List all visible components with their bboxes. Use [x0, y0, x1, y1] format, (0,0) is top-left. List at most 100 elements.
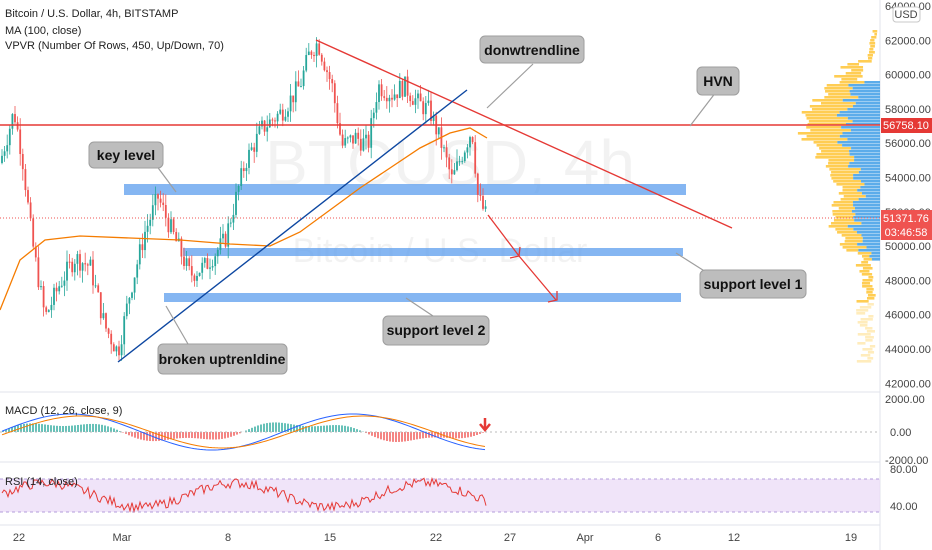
candle-body [326, 70, 328, 73]
vp-bar-up [861, 282, 871, 285]
macd-histogram-bar [302, 425, 304, 432]
candle-body [315, 43, 318, 57]
vp-bar-down [847, 108, 880, 111]
vp-bar-down [861, 234, 880, 237]
vp-bar-up [837, 231, 857, 234]
macd-histogram-bar [134, 432, 136, 438]
macd-histogram-bar [182, 432, 184, 439]
candle-body [253, 147, 256, 152]
macd-histogram-bar [26, 423, 28, 432]
vp-bar-up [812, 99, 843, 102]
vp-bar-down [865, 195, 880, 198]
macd-histogram-bar [335, 425, 337, 432]
vp-bar-up [859, 270, 870, 273]
candle-body [58, 286, 61, 292]
candle-body [216, 249, 219, 257]
macd-histogram-bar [32, 423, 34, 432]
macd-histogram-bar [254, 426, 256, 432]
candle-body [133, 277, 136, 293]
macd-histogram-bar [401, 432, 403, 442]
vp-bar-up [810, 129, 851, 132]
candle-body [417, 93, 419, 99]
vp-bar-down [851, 210, 880, 213]
candle-body [437, 127, 440, 135]
macd-histogram-bar [131, 432, 133, 437]
macd-histogram-bar [251, 427, 253, 432]
macd-histogram-bar [89, 423, 91, 432]
vp-bar-up [870, 39, 875, 42]
candle-body [190, 266, 193, 276]
candle-body [175, 231, 178, 242]
candle-body [11, 114, 14, 129]
candle-body [349, 135, 352, 138]
callout-hvn[interactable]: HVN [696, 66, 740, 96]
candle-body [120, 344, 123, 356]
candle-body [427, 100, 430, 104]
candle-body [94, 285, 97, 287]
time-axis[interactable]: 22 Mar 8 15 22 27 Apr 6 12 19 [13, 532, 857, 544]
candle-body [281, 109, 284, 121]
vp-bar-down [842, 132, 880, 135]
macd-histogram-bar [17, 425, 19, 432]
vp-bar-up [856, 360, 872, 363]
vp-bar-up [821, 150, 850, 153]
vp-bar-up [842, 186, 861, 189]
price-axis[interactable]: 64000.0062000.0060000.0058000.0056000.00… [885, 1, 931, 390]
candle-body [268, 119, 271, 128]
candle-body [245, 167, 248, 172]
candle-body [63, 280, 66, 286]
vp-bar-up [869, 42, 876, 45]
candle-body [302, 70, 305, 87]
callout-support-2[interactable]: support level 2 [382, 315, 490, 346]
callout-key-level-text: key level [97, 147, 155, 163]
vp-bar-up [841, 78, 858, 81]
macd-histogram-bar [380, 432, 382, 440]
vp-bar-down [858, 249, 880, 252]
vp-bar-up [868, 315, 874, 318]
price-tick: 60000.00 [885, 70, 931, 82]
vp-bar-down [860, 186, 880, 189]
callout-key-level[interactable]: key level [88, 141, 164, 169]
macd-histogram-bar [113, 428, 115, 432]
callout-support-1[interactable]: support level 1 [699, 269, 807, 299]
macd-histogram-bar [320, 425, 322, 432]
callout-hvn-text: HVN [703, 73, 733, 89]
macd-histogram-bar [68, 425, 70, 432]
macd-histogram-bar [173, 432, 175, 439]
candle-body [305, 55, 308, 71]
macd-histogram-bar [170, 432, 172, 440]
vp-bar-down [852, 87, 880, 90]
callout-support-2-text: support level 2 [387, 322, 486, 338]
candle-body [42, 286, 45, 308]
rsi-line [1, 476, 487, 514]
candle-body [344, 138, 347, 146]
vp-bar-down [857, 189, 880, 192]
macd-histogram-bar [404, 432, 406, 442]
candle-body [276, 113, 279, 122]
currency-button[interactable]: USD [892, 6, 921, 23]
candle-body [79, 254, 81, 271]
macd-histogram-bar [428, 432, 430, 438]
vp-bar-up [840, 198, 859, 201]
candle-body [365, 134, 367, 139]
candle-body [370, 118, 373, 148]
candle-body [375, 102, 378, 113]
candle-body [167, 217, 170, 233]
macd-histogram-bar [194, 432, 196, 439]
candle-body [479, 194, 482, 196]
candle-body [328, 72, 331, 80]
macd-histogram-bar [452, 432, 454, 439]
macd-histogram-bar [209, 432, 211, 440]
time-tick: Mar [113, 532, 132, 544]
last-price-tag: 51371.76 03:46:58 [881, 210, 932, 240]
candle-body [320, 54, 323, 62]
vp-bar-up [824, 87, 853, 90]
callout-support-1-text: support level 1 [704, 276, 803, 292]
candle-body [450, 169, 453, 175]
candle-body [232, 214, 235, 223]
callout-downtrend[interactable]: donwtrendline [479, 35, 585, 64]
candle-body [170, 219, 172, 233]
vp-bar-up [828, 159, 855, 162]
callout-broken-uptrend[interactable]: broken uptrenldine [157, 343, 288, 375]
